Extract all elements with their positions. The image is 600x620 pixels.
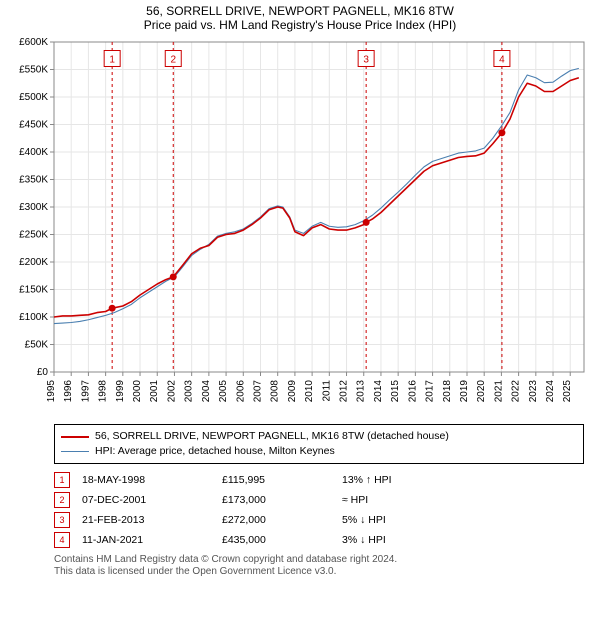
- svg-text:2015: 2015: [390, 380, 401, 403]
- svg-text:2017: 2017: [425, 380, 436, 403]
- svg-text:2013: 2013: [356, 380, 367, 403]
- svg-text:2003: 2003: [184, 380, 195, 403]
- svg-text:2019: 2019: [459, 380, 470, 403]
- svg-text:3: 3: [363, 55, 369, 66]
- svg-text:2008: 2008: [270, 380, 281, 403]
- svg-text:£250K: £250K: [19, 230, 48, 241]
- svg-text:2000: 2000: [132, 380, 143, 403]
- svg-text:£50K: £50K: [25, 340, 49, 351]
- footer: Contains HM Land Registry data © Crown c…: [54, 554, 584, 578]
- transaction-row: 3 21-FEB-2013£272,0005% ↓ HPI: [54, 510, 584, 530]
- legend-swatch-price: [61, 436, 89, 438]
- svg-text:1999: 1999: [115, 380, 126, 403]
- svg-text:2022: 2022: [511, 380, 522, 403]
- svg-text:2023: 2023: [528, 380, 539, 403]
- svg-text:£600K: £600K: [19, 38, 48, 48]
- svg-text:£400K: £400K: [19, 147, 48, 158]
- svg-text:1: 1: [109, 55, 115, 66]
- svg-text:1997: 1997: [80, 380, 91, 403]
- svg-text:2010: 2010: [304, 380, 315, 403]
- svg-text:2018: 2018: [442, 380, 453, 403]
- transaction-delta: ≈ HPI: [342, 494, 462, 506]
- transaction-marker: 1: [54, 472, 70, 488]
- svg-text:2024: 2024: [545, 380, 556, 403]
- svg-text:£450K: £450K: [19, 120, 48, 131]
- svg-text:1995: 1995: [46, 380, 57, 403]
- svg-text:£500K: £500K: [19, 92, 48, 103]
- transaction-price: £115,995: [222, 474, 342, 486]
- svg-text:2007: 2007: [252, 380, 263, 403]
- svg-text:4: 4: [499, 55, 505, 66]
- transaction-row: 1 18-MAY-1998£115,99513% ↑ HPI: [54, 470, 584, 490]
- svg-text:2002: 2002: [166, 380, 177, 403]
- transaction-marker: 3: [54, 512, 70, 528]
- transaction-delta: 13% ↑ HPI: [342, 474, 462, 486]
- legend: 56, SORRELL DRIVE, NEWPORT PAGNELL, MK16…: [54, 424, 584, 464]
- svg-text:£300K: £300K: [19, 202, 48, 213]
- legend-row-hpi: HPI: Average price, detached house, Milt…: [61, 444, 577, 459]
- svg-text:£550K: £550K: [19, 65, 48, 76]
- footer-line2: This data is licensed under the Open Gov…: [54, 566, 584, 578]
- transaction-marker: 2: [54, 492, 70, 508]
- transaction-price: £435,000: [222, 534, 342, 546]
- svg-text:2005: 2005: [218, 380, 229, 403]
- svg-text:2020: 2020: [476, 380, 487, 403]
- legend-swatch-hpi: [61, 451, 89, 452]
- transaction-row: 2 07-DEC-2001£173,000≈ HPI: [54, 490, 584, 510]
- legend-label-price: 56, SORRELL DRIVE, NEWPORT PAGNELL, MK16…: [95, 429, 449, 444]
- svg-text:£350K: £350K: [19, 175, 48, 186]
- transaction-date: 11-JAN-2021: [82, 534, 222, 546]
- svg-text:2016: 2016: [407, 380, 418, 403]
- transaction-date: 21-FEB-2013: [82, 514, 222, 526]
- svg-text:2009: 2009: [287, 380, 298, 403]
- legend-row-price: 56, SORRELL DRIVE, NEWPORT PAGNELL, MK16…: [61, 429, 577, 444]
- footer-line1: Contains HM Land Registry data © Crown c…: [54, 554, 584, 566]
- svg-text:£150K: £150K: [19, 285, 48, 296]
- transaction-delta: 5% ↓ HPI: [342, 514, 462, 526]
- svg-text:£100K: £100K: [19, 312, 48, 323]
- legend-label-hpi: HPI: Average price, detached house, Milt…: [95, 444, 335, 459]
- transaction-date: 07-DEC-2001: [82, 494, 222, 506]
- svg-text:2014: 2014: [373, 380, 384, 403]
- svg-text:2025: 2025: [562, 380, 573, 403]
- svg-text:2001: 2001: [149, 380, 160, 403]
- svg-text:2011: 2011: [321, 380, 332, 402]
- transaction-row: 4 11-JAN-2021£435,0003% ↓ HPI: [54, 530, 584, 550]
- svg-text:£0: £0: [37, 367, 49, 378]
- price-chart: £0 £50K £100K £150K £200K £250K £300K £350K £400…: [0, 38, 600, 418]
- transaction-price: £272,000: [222, 514, 342, 526]
- transaction-delta: 3% ↓ HPI: [342, 534, 462, 546]
- transaction-date: 18-MAY-1998: [82, 474, 222, 486]
- transaction-price: £173,000: [222, 494, 342, 506]
- svg-text:1996: 1996: [63, 380, 74, 403]
- svg-text:£200K: £200K: [19, 257, 48, 268]
- svg-text:1998: 1998: [98, 380, 109, 403]
- svg-text:2: 2: [170, 55, 176, 66]
- svg-text:2012: 2012: [339, 380, 350, 403]
- transaction-marker: 4: [54, 532, 70, 548]
- svg-text:2021: 2021: [493, 380, 504, 403]
- title-address: 56, SORRELL DRIVE, NEWPORT PAGNELL, MK16…: [0, 4, 600, 18]
- svg-text:2006: 2006: [235, 380, 246, 403]
- svg-text:2004: 2004: [201, 380, 212, 403]
- title-subtitle: Price paid vs. HM Land Registry's House …: [0, 18, 600, 32]
- transactions-table: 1 18-MAY-1998£115,99513% ↑ HPI 2 07-DEC-200…: [54, 470, 584, 550]
